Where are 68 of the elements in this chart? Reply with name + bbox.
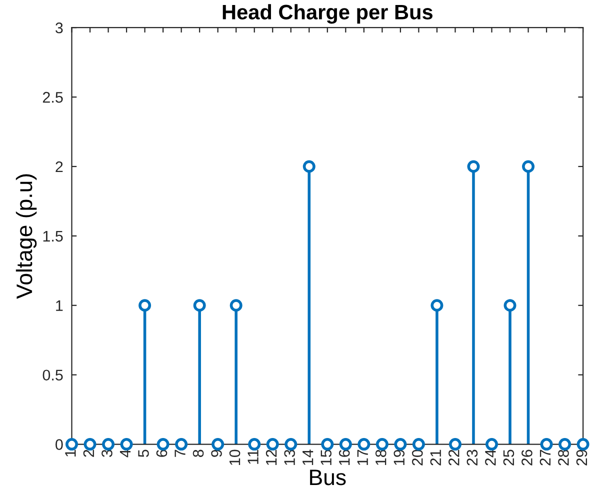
point — [175, 438, 188, 451]
point — [448, 438, 462, 451]
x-tick-label: 24 — [485, 450, 496, 466]
point — [522, 160, 535, 173]
point — [412, 438, 425, 451]
x-tick-label: 2 — [83, 450, 94, 457]
x-tick-label: 22 — [448, 450, 460, 466]
x-tick-label: 14 — [302, 450, 314, 465]
x-tick-label: 21 — [430, 450, 441, 466]
point — [321, 438, 334, 451]
x-axis-title: Bus — [310, 470, 346, 486]
y-tick-label: 2 — [56, 161, 63, 172]
x-tick-label: 11 — [248, 450, 258, 464]
x-tick-label: 7 — [174, 450, 186, 457]
point — [394, 438, 407, 451]
point — [120, 438, 133, 451]
point — [504, 299, 516, 312]
point — [358, 438, 370, 451]
x-tick-label: 1 — [65, 450, 76, 456]
point — [193, 299, 206, 312]
x-tick-label: 25 — [503, 450, 514, 466]
x-tick-label: 18 — [375, 450, 386, 465]
point — [212, 438, 224, 451]
point — [248, 438, 261, 451]
point — [102, 438, 115, 451]
point — [266, 438, 279, 451]
point — [540, 438, 553, 451]
point — [138, 299, 152, 312]
point — [339, 438, 352, 451]
x-tick-label: 23 — [466, 450, 478, 466]
y-tick-label: 1 — [56, 300, 63, 311]
point — [376, 438, 388, 451]
x-tick-label: 28 — [558, 450, 569, 466]
point — [558, 438, 572, 451]
x-tick-label: 29 — [576, 450, 588, 466]
x-tick-label: 13 — [284, 450, 295, 465]
y-tick-label: 1.5 — [43, 230, 63, 242]
x-tick-label: 16 — [338, 450, 350, 465]
point — [156, 438, 170, 451]
x-tick-label: 3 — [102, 450, 112, 458]
x-tick-label: 4 — [120, 450, 130, 458]
y-tick-label: 2.5 — [42, 92, 63, 103]
x-tick-label: 17 — [357, 450, 368, 465]
point — [84, 438, 96, 451]
point — [576, 438, 590, 451]
point — [467, 160, 480, 173]
y-tick-label: 0.5 — [42, 370, 63, 381]
x-tick-label: 8 — [192, 450, 204, 457]
chart-title: Head Charge per Bus — [222, 4, 432, 24]
x-tick-label: 20 — [412, 450, 423, 466]
point — [230, 299, 242, 312]
point — [302, 160, 316, 173]
x-tick-label: 5 — [138, 450, 149, 458]
x-tick-label: 26 — [522, 450, 532, 466]
point — [430, 299, 444, 312]
x-tick-label: 6 — [156, 450, 168, 457]
x-tick-label: 9 — [211, 450, 222, 457]
point — [66, 438, 78, 451]
x-tick-label: 27 — [540, 450, 550, 466]
y-tick-label: 3 — [56, 22, 63, 34]
x-tick-label: 12 — [266, 450, 277, 465]
x-tick-label: 15 — [320, 450, 332, 465]
y-axis-title: Voltage (p.u) — [16, 174, 37, 299]
x-tick-label: 10 — [229, 450, 240, 465]
point — [284, 438, 298, 451]
point — [485, 438, 498, 451]
y-tick-label: 0 — [56, 439, 63, 450]
x-tick-label: 19 — [394, 450, 405, 465]
